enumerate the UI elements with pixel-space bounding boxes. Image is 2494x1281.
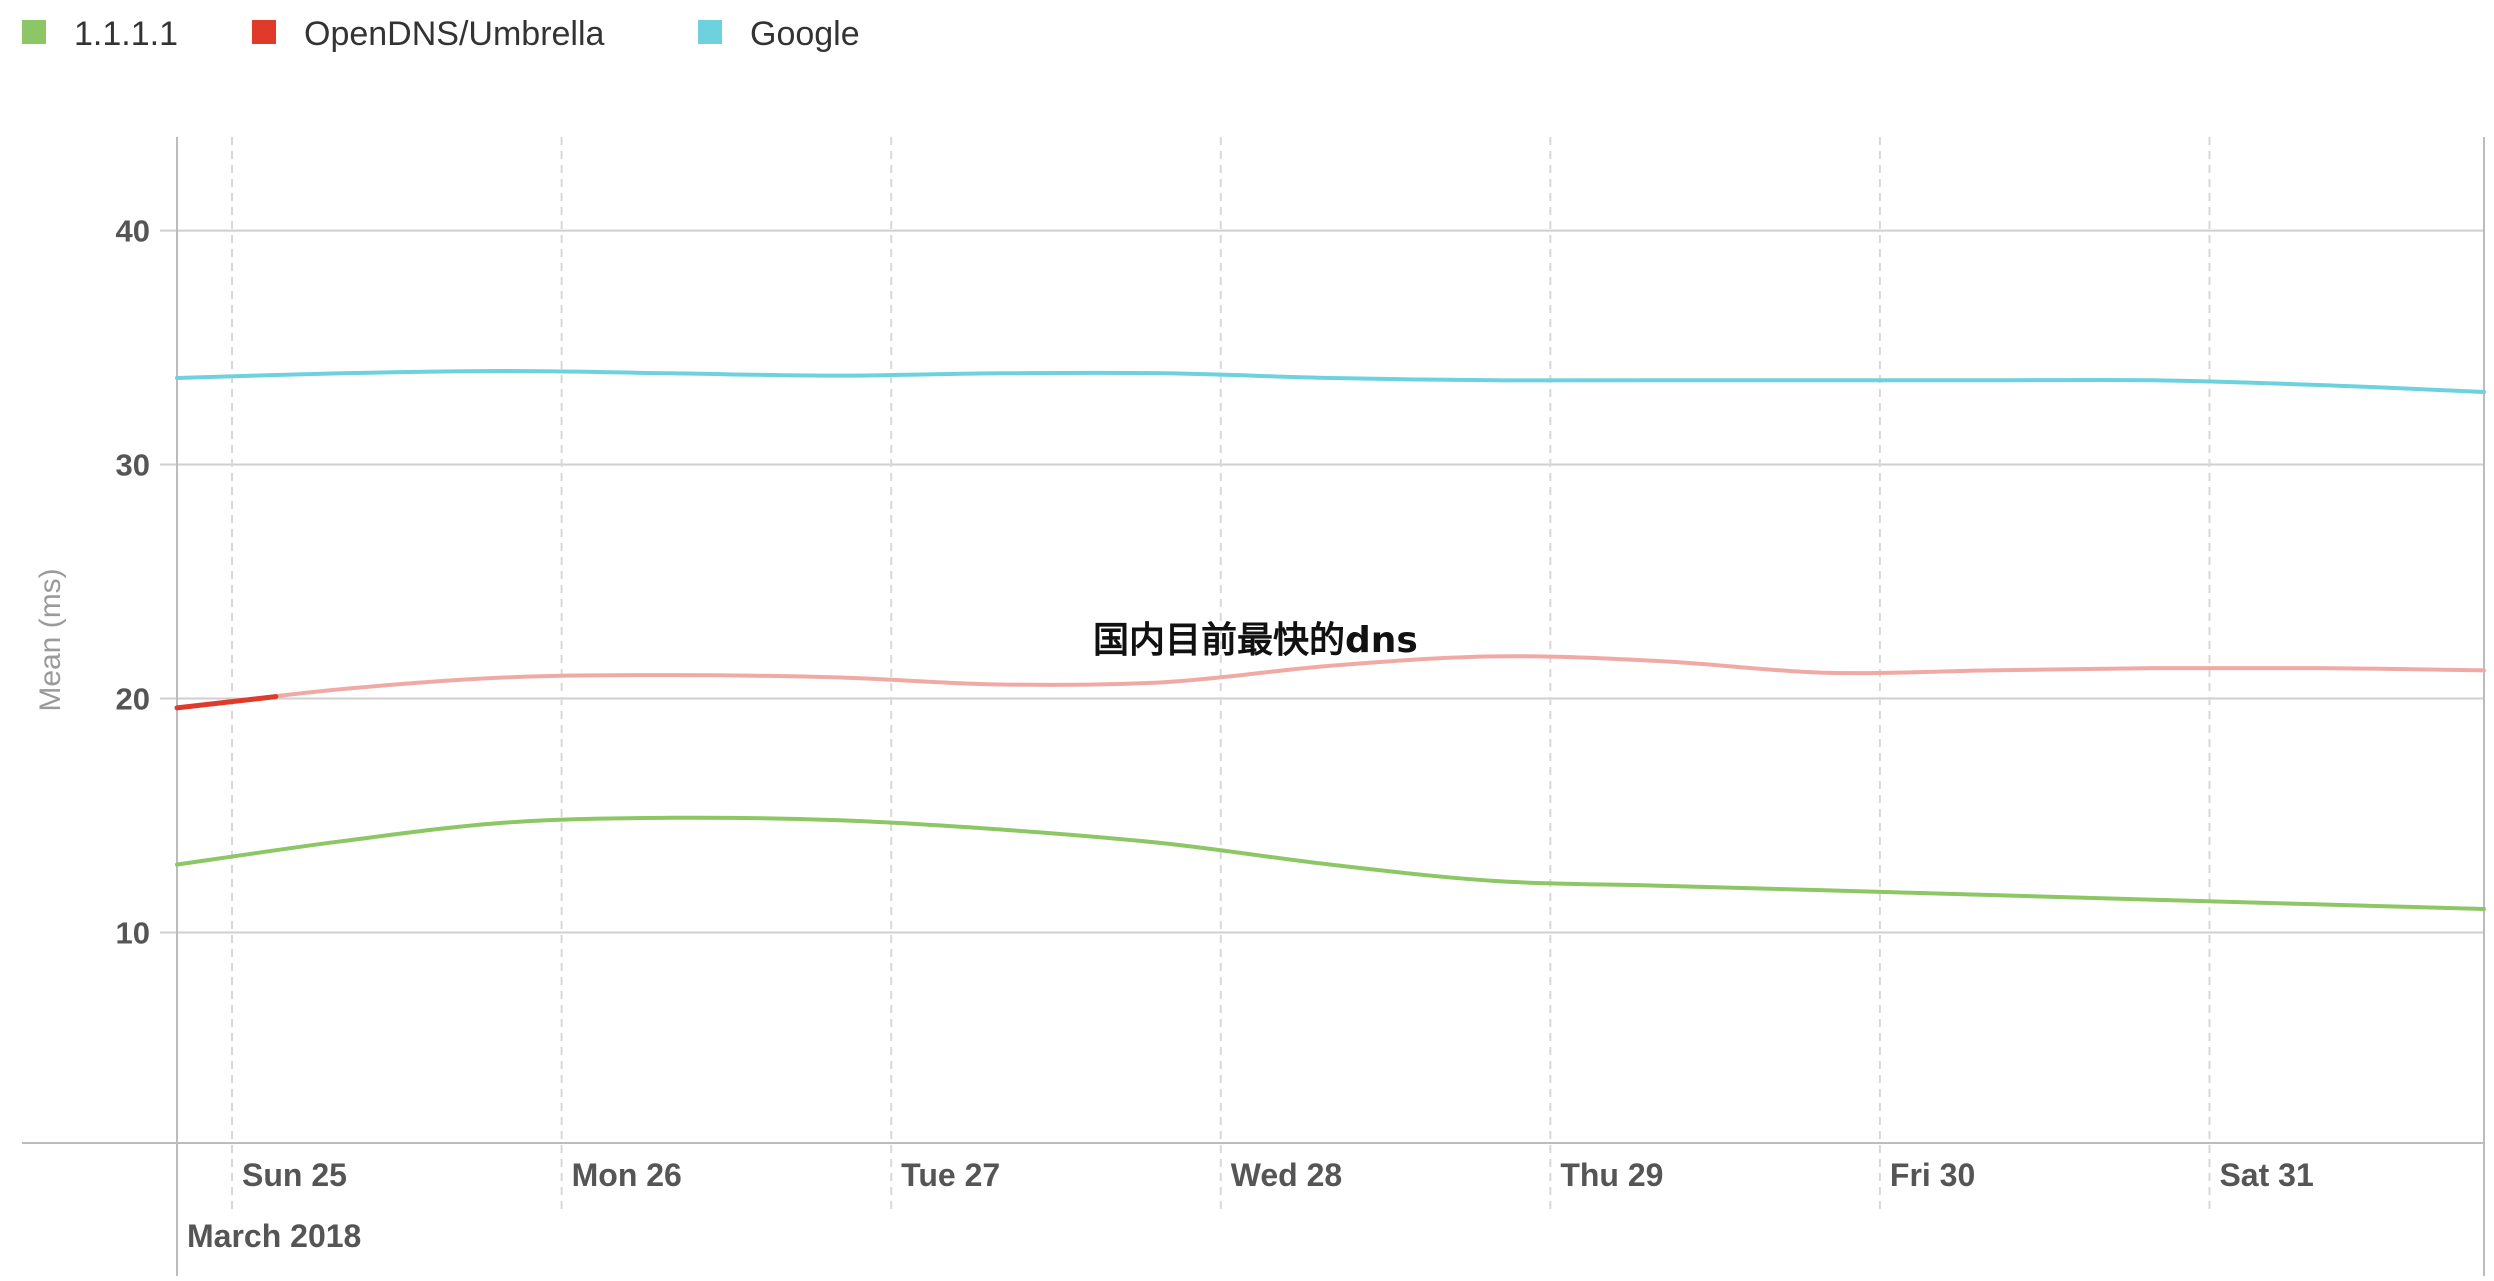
x-tick-label: Wed 28 (1231, 1157, 1342, 1193)
axis-layer: 10 20 30 40 Sun 25 Mon 26 Tue 27 Wed 28 Thu 29 Fr… (22, 137, 2485, 1276)
legend-item-1-1-1-1[interactable]: 1.1.1.1 (22, 15, 178, 53)
x-tick-label: Thu 29 (1560, 1157, 1663, 1193)
series-line-google[interactable] (175, 368, 2486, 394)
legend-item-opendns-umbrella[interactable]: OpenDNS/Umbrella (252, 15, 605, 53)
legend-label: Google (750, 15, 860, 53)
x-tick-label: Mon 26 (572, 1157, 682, 1193)
x-tick-label: Sat 31 (2219, 1157, 2313, 1193)
legend-swatch (698, 20, 722, 44)
legend-swatch (22, 20, 46, 44)
grid-layer (160, 137, 2484, 1210)
annotation-text: 国内目前最快的dns (1093, 620, 1418, 661)
legend-label: 1.1.1.1 (74, 15, 178, 53)
x-tick-label: Fri 30 (1890, 1157, 1975, 1193)
series-line-1-1-1-1[interactable] (175, 815, 2486, 911)
series-layer (174, 368, 2486, 911)
legend-item-google[interactable]: Google (698, 15, 860, 53)
y-tick-label: 10 (116, 915, 150, 950)
y-tick-label: 20 (116, 681, 150, 716)
y-tick-label: 40 (116, 214, 150, 249)
series-line-opendns-umbrella[interactable] (175, 654, 2486, 710)
y-axis-title: Mean (ms) (34, 568, 67, 711)
legend-swatch (252, 20, 276, 44)
series-highlight-opendns-umbrella (174, 694, 279, 711)
y-tick-label: 30 (116, 448, 150, 483)
x-tick-label: Sun 25 (242, 1157, 347, 1193)
legend[interactable]: 1.1.1.1 OpenDNS/Umbrella Google (22, 15, 860, 53)
x-tick-label: Tue 27 (901, 1157, 1000, 1193)
legend-label: OpenDNS/Umbrella (304, 15, 605, 53)
month-label: March 2018 (187, 1218, 361, 1254)
